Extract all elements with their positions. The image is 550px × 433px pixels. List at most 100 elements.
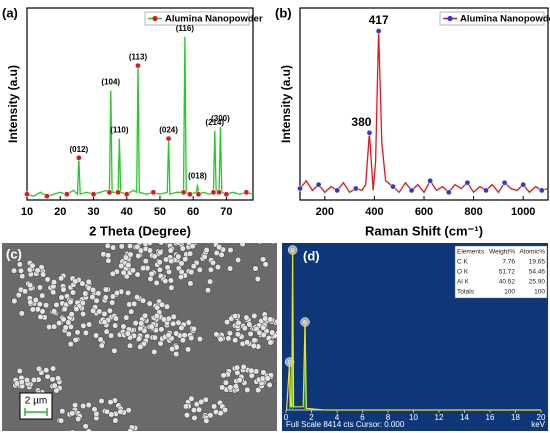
x-tick-label: 20 <box>54 206 66 218</box>
x-tick-label: 70 <box>220 206 232 218</box>
data-marker <box>75 154 82 161</box>
sem-particle <box>109 270 116 277</box>
x-tick-label: 800 <box>464 206 482 218</box>
sem-particle <box>51 382 58 389</box>
sem-particle <box>138 320 145 327</box>
sem-particle <box>29 262 36 269</box>
data-marker <box>464 179 471 186</box>
plot-frame <box>299 7 549 201</box>
sem-particle <box>250 342 257 349</box>
sem-particle <box>51 308 58 315</box>
sem-particle <box>105 252 112 259</box>
scale-label: 2 µm <box>25 396 47 407</box>
sem-particle <box>167 277 174 284</box>
sem-particle <box>112 322 119 329</box>
eds-footer: Full Scale 8414 cts Cursor: 0.000 <box>286 420 405 429</box>
legend-marker <box>447 15 453 22</box>
sem-particle <box>213 331 220 338</box>
sem-particle <box>36 301 43 308</box>
sem-particle <box>62 324 69 331</box>
sem-particle <box>39 292 46 299</box>
sem-particle <box>18 378 25 386</box>
sem-particle <box>24 377 31 384</box>
sem-particle <box>11 298 18 305</box>
sem-particle <box>249 233 255 239</box>
data-marker <box>223 191 230 198</box>
sem-particle <box>235 256 242 264</box>
sem-particle <box>248 367 255 374</box>
sem-particle <box>234 331 241 338</box>
sem-particle <box>44 276 51 283</box>
sem-particle <box>106 307 113 314</box>
sem-particle <box>148 270 155 277</box>
sem-particle <box>228 232 234 238</box>
sem-particle <box>165 268 173 275</box>
sem-particle <box>182 256 189 263</box>
sem-particle <box>207 278 214 285</box>
sem-particle <box>232 313 239 320</box>
sem-particle <box>169 345 176 353</box>
data-marker <box>427 177 434 184</box>
sem-particle <box>80 322 87 329</box>
sem-particle <box>50 365 57 372</box>
sem-particle <box>221 223 227 229</box>
peak-annotation: (110) <box>110 126 129 135</box>
peak-annotation: (116) <box>176 24 195 33</box>
sem-particle <box>158 243 165 246</box>
sem-particle <box>178 268 185 276</box>
data-marker <box>408 187 415 194</box>
x-tick-label: 2 <box>309 413 314 422</box>
sem-particle <box>53 301 60 308</box>
sem-particle <box>147 275 154 282</box>
sem-particle <box>97 336 104 343</box>
sem-particle <box>170 320 177 327</box>
sem-particle <box>72 278 79 285</box>
sem-particle <box>118 243 125 250</box>
sem-particle <box>151 334 158 341</box>
x-tick-label: 6 <box>360 413 365 422</box>
sem-particle <box>175 253 182 260</box>
data-line <box>299 30 549 194</box>
sem-particle <box>27 299 34 306</box>
sem-particle <box>10 267 18 274</box>
sem-particle <box>264 375 271 382</box>
sem-particle <box>19 273 26 280</box>
sem-particle <box>80 402 87 410</box>
sem-particle <box>210 211 216 217</box>
sem-particle <box>262 228 268 234</box>
sem-particle <box>178 260 185 267</box>
x-tick-label: 400 <box>365 206 383 218</box>
peak-annotation: (113) <box>129 53 148 62</box>
peak-annotation: (018) <box>188 172 207 181</box>
sem-particle <box>142 258 149 265</box>
sem-particle <box>134 294 141 301</box>
sem-particle <box>49 376 56 383</box>
sem-particle <box>153 279 160 286</box>
sem-particle <box>190 263 197 270</box>
table-cell: 100 <box>534 289 545 296</box>
sem-particle <box>75 415 82 423</box>
sem-particle <box>156 266 163 273</box>
sem-particle <box>198 398 205 405</box>
sem-particle <box>269 237 275 243</box>
sem-particle <box>108 411 115 418</box>
sem-particle <box>123 314 130 321</box>
sem-particle <box>188 334 195 342</box>
x-tick-label: 10 <box>409 413 418 422</box>
sem-particle <box>222 379 229 386</box>
sem-particle <box>29 306 36 313</box>
sem-particle <box>226 330 233 337</box>
sem-particle <box>137 343 144 350</box>
x-tick-label: 600 <box>415 206 433 218</box>
sem-particle <box>217 336 224 343</box>
sem-particle <box>50 279 58 286</box>
sem-particle <box>257 243 263 245</box>
sem-particle <box>40 271 47 278</box>
sem-particle <box>179 245 186 252</box>
sem-particle <box>68 311 75 318</box>
sem-particle <box>267 339 274 346</box>
x-tick-label: 4 <box>335 413 340 422</box>
sem-particle <box>185 346 192 353</box>
sem-particle <box>105 257 112 264</box>
